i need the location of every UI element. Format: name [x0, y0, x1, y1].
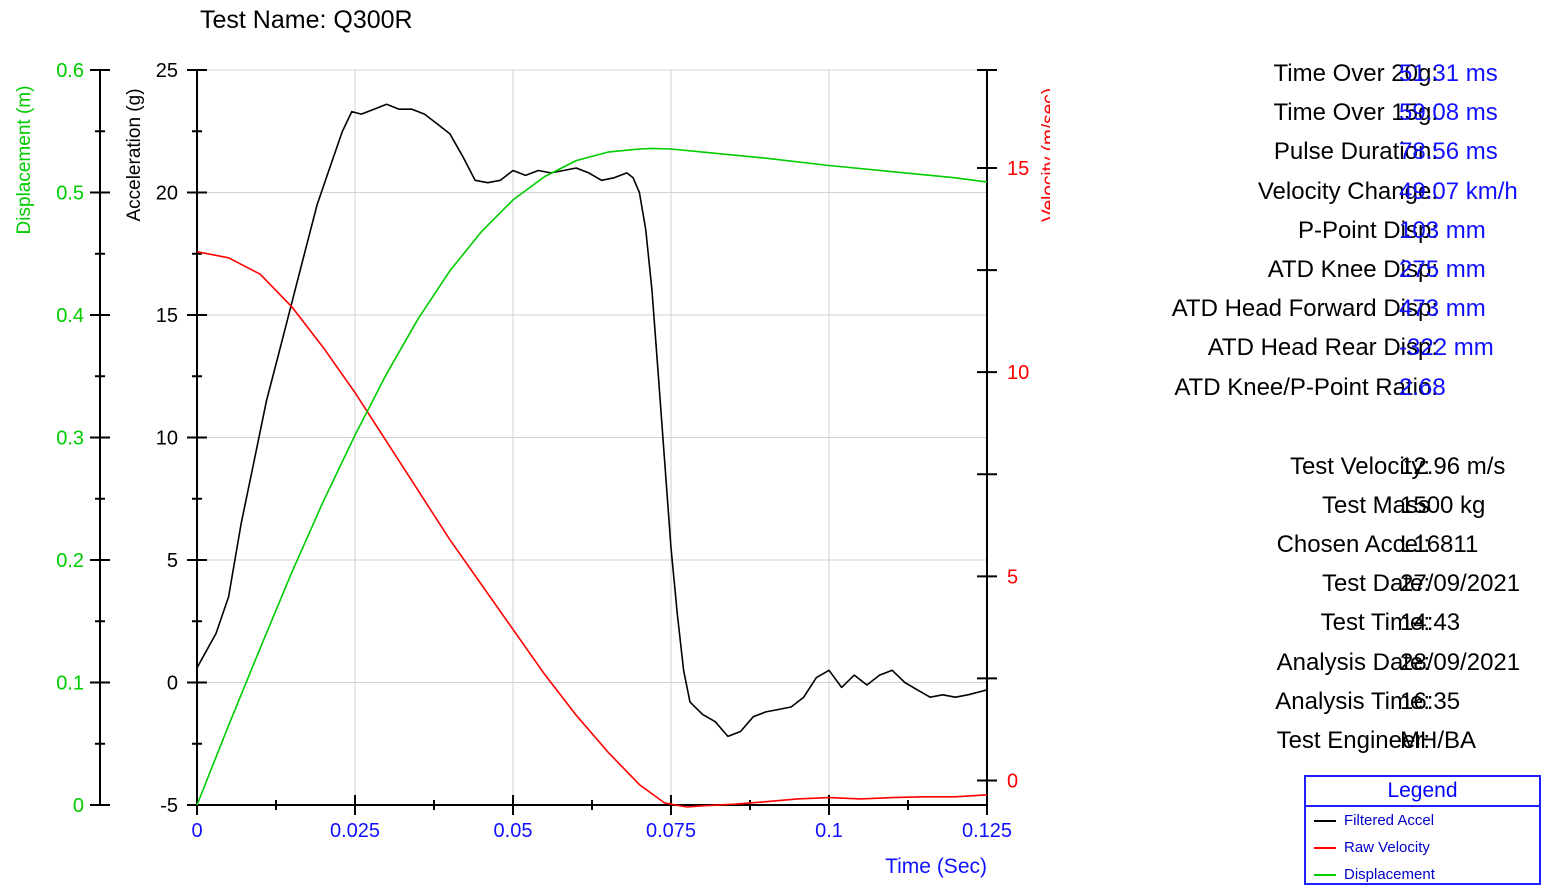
- velocity-tick-label: 5: [1007, 566, 1018, 588]
- info-value: 1500 kg: [1400, 491, 1486, 519]
- acceleration-tick-label: -5: [160, 795, 178, 817]
- legend-swatch: [1314, 820, 1336, 822]
- acceleration-tick-label: 25: [156, 60, 178, 82]
- x-tick-label: 0.075: [646, 820, 696, 842]
- result-label: P-Point Disp:: [1297, 216, 1438, 244]
- result-value: 51.31 ms: [1399, 60, 1498, 87]
- series-raw-velocity: [196, 250, 988, 808]
- result-label: ATD Knee/P-Point Ratio:: [1174, 373, 1438, 401]
- displacement-tick-label: 0.1: [56, 673, 84, 695]
- velocity-tick-label: 15: [1007, 158, 1029, 180]
- displacement-tick-label: 0.5: [56, 183, 84, 205]
- info-label: Test Engineer:: [1276, 727, 1430, 754]
- info-row: Test Time: 14:43: [1050, 609, 1546, 648]
- info-label: Test Velocity:: [1289, 452, 1430, 480]
- result-row: ATD Knee/P-Point Ratio: 2.68: [1050, 374, 1546, 413]
- acceleration-axis-title: Acceleration (g): [124, 88, 145, 221]
- legend-label: Displacement: [1344, 866, 1435, 883]
- x-tick-label: 0.025: [330, 820, 380, 842]
- acceleration-tick-label: 10: [156, 428, 178, 450]
- series-displacement: [196, 147, 988, 806]
- info-label: Chosen Accel:: [1276, 531, 1430, 559]
- info-label: Test Date:: [1321, 570, 1430, 598]
- result-row: Pulse Duration: 78.56 ms: [1050, 138, 1546, 177]
- x-tick-label: 0.05: [494, 820, 533, 842]
- displacement-tick-label: 0.2: [56, 550, 84, 572]
- acceleration-tick-label: 20: [156, 183, 178, 205]
- result-value: 59.08 ms: [1399, 99, 1498, 127]
- legend-item: Raw Velocity: [1306, 834, 1539, 861]
- result-row: ATD Knee Disp: 275 mm: [1050, 256, 1546, 295]
- acceleration-tick-label: 5: [167, 550, 178, 572]
- info-row: Test Engineer: MH/BA: [1050, 727, 1546, 766]
- grid: [196, 69, 988, 806]
- legend-label: Raw Velocity: [1344, 839, 1430, 856]
- legend-label: Filtered Accel: [1344, 812, 1435, 829]
- result-row: ATD Head Forward Disp: 473 mm: [1050, 295, 1546, 334]
- info-label: Test Mass: [1321, 491, 1430, 519]
- legend-item: Filtered Accel: [1306, 807, 1539, 834]
- test-name: Test Name: Q300R: [200, 6, 413, 34]
- result-value: -322 mm: [1399, 334, 1494, 362]
- info-value: 27/09/2021: [1400, 570, 1521, 598]
- info-value: 16:35: [1400, 687, 1461, 715]
- displacement-tick-label: 0: [73, 795, 84, 817]
- info-label: Test Time:: [1320, 609, 1430, 637]
- series-filtered-accel: [196, 103, 988, 738]
- result-label: ATD Head Rear Disp:: [1207, 334, 1438, 362]
- result-row: Time Over 20g: 51.31 ms: [1050, 60, 1546, 99]
- result-row: ATD Head Rear Disp: -322 mm: [1050, 334, 1546, 373]
- velocity-tick-label: 0: [1007, 771, 1018, 793]
- displacement-tick-label: 0.4: [56, 305, 84, 327]
- legend-swatch: [1314, 847, 1336, 849]
- result-value: 275 mm: [1399, 255, 1486, 283]
- x-tick-label: 0.125: [962, 820, 1012, 842]
- displacement-axis-title: Displacement (m): [14, 86, 35, 235]
- result-value: 2.68: [1399, 373, 1446, 401]
- info-row: Test Date: 27/09/2021: [1050, 570, 1546, 609]
- series-layer: [196, 103, 988, 808]
- x-axis-title: Time (Sec): [885, 855, 987, 878]
- result-row: Velocity Change: 49.07 km/h: [1050, 178, 1546, 217]
- info-value: MH/BA: [1400, 727, 1477, 754]
- info-label: Analysis Time:: [1275, 687, 1430, 715]
- info-row: Test Mass 1500 kg: [1050, 492, 1546, 531]
- results-panel: Time Over 20g: 51.31 ms Time Over 15g: 59.0…: [1050, 60, 1546, 766]
- acceleration-tick-label: 0: [167, 673, 178, 695]
- result-label: ATD Head Forward Disp:: [1171, 295, 1438, 323]
- info-row: Test Velocity: 12.96 m/s: [1050, 453, 1546, 492]
- result-value: 49.07 km/h: [1399, 177, 1518, 205]
- info-value: L16811: [1400, 531, 1479, 559]
- legend-swatch: [1314, 874, 1336, 876]
- x-tick-label: 0.1: [815, 820, 843, 842]
- info-value: 14:43: [1400, 609, 1461, 637]
- displacement-tick-label: 0.3: [56, 428, 84, 450]
- result-label: Pulse Duration:: [1273, 138, 1438, 166]
- info-row: Analysis Date: 28/09/2021: [1050, 649, 1546, 688]
- info-value: 28/09/2021: [1400, 648, 1521, 676]
- result-label: ATD Knee Disp:: [1267, 255, 1438, 283]
- result-value: 103 mm: [1399, 216, 1486, 244]
- result-label: Velocity Change:: [1257, 177, 1438, 205]
- legend-title: Legend: [1306, 777, 1539, 807]
- info-row: Chosen Accel: L16811: [1050, 531, 1546, 570]
- result-label: Time Over 15g:: [1273, 99, 1439, 127]
- legend-item: Displacement: [1306, 861, 1539, 888]
- result-row: Time Over 15g: 59.08 ms: [1050, 99, 1546, 138]
- result-value: 473 mm: [1399, 295, 1486, 323]
- info-row: Analysis Time: 16:35: [1050, 688, 1546, 727]
- info-label: Analysis Date:: [1276, 648, 1430, 676]
- result-row: P-Point Disp: 103 mm: [1050, 217, 1546, 256]
- info-value: 12.96 m/s: [1400, 452, 1506, 480]
- result-label: Time Over 20g:: [1273, 60, 1439, 87]
- velocity-axis-title: Velocity (m/sec): [1039, 88, 1050, 222]
- velocity-tick-label: 10: [1007, 362, 1029, 384]
- x-tick-label: 0: [191, 820, 202, 842]
- legend: Legend Filtered Accel Raw Velocity Displac…: [1304, 775, 1541, 885]
- acceleration-tick-label: 15: [156, 305, 178, 327]
- result-value: 78.56 ms: [1399, 138, 1498, 166]
- displacement-tick-label: 0.6: [56, 60, 84, 82]
